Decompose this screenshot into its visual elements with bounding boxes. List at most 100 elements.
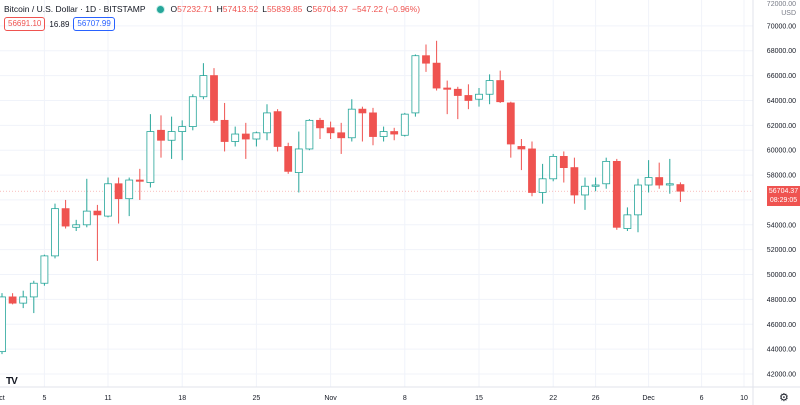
candle-body [634, 184, 642, 216]
candle [61, 199, 70, 229]
price-tick-label: 64000.00 [767, 98, 796, 105]
candle-body [432, 62, 441, 89]
candle [538, 163, 547, 204]
candle-body [29, 282, 38, 298]
candle-body [612, 160, 621, 228]
time-tick-label: 15 [475, 395, 483, 402]
candle-body [538, 178, 547, 193]
symbol-title[interactable]: Bitcoin / U.S. Dollar · 1D · BITSTAMP [4, 4, 146, 14]
currency-label[interactable]: USD [781, 10, 796, 17]
candle [326, 121, 335, 140]
candle [82, 178, 91, 228]
price-tick-label: 44000.00 [767, 347, 796, 354]
candle-body [61, 208, 70, 227]
candle-body [210, 75, 218, 121]
gear-icon[interactable]: ⚙ [779, 392, 789, 404]
candle-body [591, 184, 600, 187]
candle-body [411, 55, 420, 114]
candle [231, 126, 240, 147]
open-label: O [170, 4, 178, 14]
candle-body [316, 119, 324, 129]
bar-countdown: 08:29:05 [769, 197, 798, 204]
candle [581, 177, 589, 210]
candle-body [104, 183, 112, 217]
candle [316, 117, 324, 140]
price-tick-label: 54000.00 [767, 222, 796, 229]
price-tick-label: 46000.00 [767, 322, 796, 329]
top-price-tick: 72000.00 [766, 1, 796, 8]
price-axis-header: 72000.00 USD [767, 0, 796, 18]
change-value: −547.22 (−0.96%) [352, 4, 421, 14]
candle [29, 280, 38, 314]
candle [570, 157, 579, 204]
candle [634, 178, 642, 233]
candle [496, 70, 505, 103]
candle [19, 290, 28, 309]
candle [220, 102, 229, 152]
tradingview-logo[interactable]: TV [6, 376, 18, 387]
candle [210, 68, 218, 123]
candle [676, 182, 685, 202]
candlestick-series [0, 40, 685, 355]
candle-body [51, 208, 59, 257]
candle-body [305, 119, 314, 150]
market-status-icon[interactable] [155, 4, 165, 14]
candle [422, 44, 430, 72]
candle [464, 84, 473, 110]
candle [199, 63, 208, 100]
last-price-value: 56704.37 [768, 188, 799, 195]
price-tick-label: 52000.00 [767, 247, 796, 254]
candle-body [167, 131, 176, 141]
candle-body [72, 224, 81, 228]
candle-body [199, 75, 208, 98]
time-tick-label: 6 [700, 395, 704, 402]
sell-button[interactable]: 56691.10 [4, 17, 46, 31]
candle [157, 115, 165, 158]
candle [252, 131, 261, 147]
candle-body [390, 131, 399, 135]
time-tick-label: Nov [324, 395, 337, 402]
candle [453, 86, 462, 120]
candle [8, 293, 17, 305]
candle-body [241, 133, 250, 140]
candle-body [263, 112, 271, 134]
time-tick-label: 25 [253, 395, 261, 402]
candle [0, 293, 6, 355]
candle [263, 104, 271, 141]
candle-body [294, 148, 303, 173]
candle [305, 119, 314, 151]
candle-body [581, 185, 589, 196]
candle [475, 88, 483, 107]
candle-body [0, 296, 6, 353]
candle-body [496, 80, 505, 103]
time-tick-label: ct [0, 395, 5, 402]
candle [528, 141, 536, 197]
candle-body [358, 108, 367, 114]
price-tick-label: 66000.00 [767, 73, 796, 80]
candle [188, 94, 197, 131]
buy-button[interactable]: 56707.99 [73, 17, 115, 31]
trade-buttons: 56691.10 16.89 56707.99 [4, 17, 115, 31]
candle-body [220, 119, 229, 142]
symbol-legend: Bitcoin / U.S. Dollar · 1D · BITSTAMP O5… [4, 4, 420, 14]
candle [411, 54, 420, 117]
candle-body [347, 108, 356, 139]
candle-body [655, 177, 664, 186]
price-tick-label: 60000.00 [767, 148, 796, 155]
candle [104, 177, 112, 218]
candle [443, 80, 452, 115]
candle [337, 122, 346, 154]
candle-body [400, 113, 409, 136]
candle [72, 219, 81, 232]
candle [644, 160, 653, 193]
candle-body [326, 127, 335, 134]
candle [623, 207, 632, 232]
candle [284, 142, 293, 174]
candle [379, 126, 388, 142]
candle-body [135, 179, 144, 182]
candle-body [125, 179, 134, 200]
high-label: H [216, 4, 223, 14]
candle [559, 151, 568, 183]
candle-body [528, 148, 536, 193]
